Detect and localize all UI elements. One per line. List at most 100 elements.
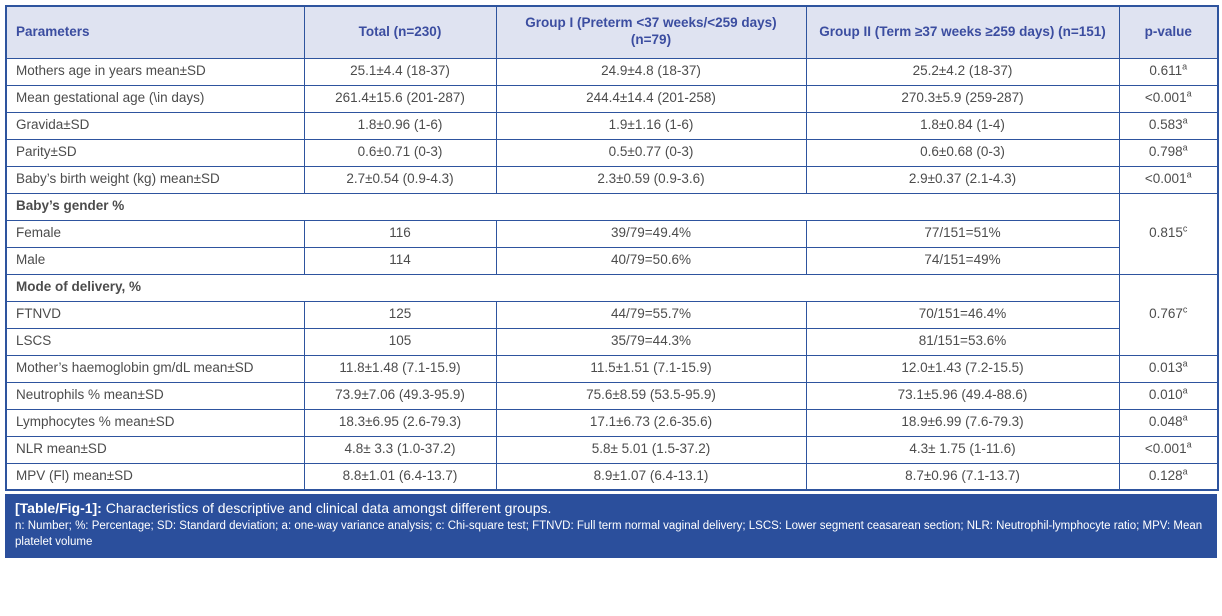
section-row: Mode of delivery, % 0.767c [5,273,1219,356]
value-cell: 44/79=55.7% [495,300,807,329]
p-value-superscript: a [1186,169,1192,180]
table-row: MPV (Fl) mean±SD 8.8±1.01 (6.4-13.7) 8.9±1… [5,462,1219,491]
value-cell: 1.8±0.84 (1-4) [805,111,1120,140]
parameter-cell: Female [5,219,305,248]
section-label: Mode of delivery, % [5,273,1120,302]
value-cell: 105 [303,327,497,356]
figure-caption-banner: [Table/Fig-1]: Characteristics of descri… [5,494,1217,559]
p-value-superscript: a [1182,61,1188,72]
value-cell: 125 [303,300,497,329]
value-cell: 11.5±1.51 (7.1-15.9) [495,354,807,383]
p-value-cell: 0.010a [1118,381,1219,410]
table-row: LSCS 105 35/79=44.3% 81/151=53.6% [5,327,1218,356]
parameter-cell: NLR mean±SD [5,435,305,464]
value-cell: 1.9±1.16 (1-6) [495,111,807,140]
p-value-superscript: a [1182,358,1188,369]
value-cell: 0.6±0.71 (0-3) [303,138,497,167]
value-cell: 116 [303,219,497,248]
value-cell: 11.8±1.48 (7.1-15.9) [303,354,497,383]
section-row: Baby’s gender % 0.815c [5,192,1219,275]
p-value-cell: <0.001a [1118,435,1219,464]
table-row: Female 116 39/79=49.4% 77/151=51% [5,219,1218,248]
table-row: Neutrophils % mean±SD 73.9±7.06 (49.3-95.… [5,381,1219,410]
value-cell: 270.3±5.9 (259-287) [805,84,1120,113]
column-header-3: Group II (Term ≥37 weeks ≥259 days) (n=1… [805,5,1120,59]
value-cell: 114 [303,246,497,275]
value-cell: 73.9±7.06 (49.3-95.9) [303,381,497,410]
table-row: Baby’s birth weight (kg) mean±SD 2.7±0.54… [5,165,1219,194]
parameter-cell: Male [5,246,305,275]
parameter-cell: Mother’s haemoglobin gm/dL mean±SD [5,354,305,383]
value-cell: 74/151=49% [805,246,1120,275]
table-row: Mothers age in years mean±SD 25.1±4.4 (18… [5,57,1219,86]
value-cell: 18.3±6.95 (2.6-79.3) [303,408,497,437]
value-cell: 5.8± 5.01 (1.5-37.2) [495,435,807,464]
value-cell: 4.3± 1.75 (1-11.6) [805,435,1120,464]
p-value-cell: 0.767c [1118,273,1219,356]
p-value-cell: 0.583a [1118,111,1219,140]
characteristics-table: Parameters Total (n=230) Group I (Preterm … [5,5,1219,491]
p-value-superscript: a [1182,115,1188,126]
p-value-cell: 0.798a [1118,138,1219,167]
value-cell: 75.6±8.59 (53.5-95.9) [495,381,807,410]
value-cell: 0.6±0.68 (0-3) [805,138,1120,167]
parameter-cell: Mothers age in years mean±SD [5,57,305,86]
value-cell: 8.7±0.96 (7.1-13.7) [805,462,1120,491]
value-cell: 261.4±15.6 (201-287) [303,84,497,113]
caption-title-label: [Table/Fig-1]: [15,500,102,516]
value-cell: 25.2±4.2 (18-37) [805,57,1120,86]
value-cell: 39/79=49.4% [495,219,807,248]
value-cell: 24.9±4.8 (18-37) [495,57,807,86]
p-value-superscript: c [1182,304,1188,315]
p-value-cell: <0.001a [1118,165,1219,194]
value-cell: 1.8±0.96 (1-6) [303,111,497,140]
parameter-cell: FTNVD [5,300,305,329]
parameter-cell: Neutrophils % mean±SD [5,381,305,410]
p-value-superscript: a [1182,412,1188,423]
parameter-cell: Parity±SD [5,138,305,167]
column-header-2: Group I (Preterm <37 weeks/<259 days) (n… [495,5,807,59]
parameter-cell: Mean gestational age (\in days) [5,84,305,113]
parameter-cell: LSCS [5,327,305,356]
value-cell: 77/151=51% [805,219,1120,248]
value-cell: 2.7±0.54 (0.9-4.3) [303,165,497,194]
p-value-superscript: a [1186,439,1192,450]
parameter-cell: Gravida±SD [5,111,305,140]
value-cell: 4.8± 3.3 (1.0-37.2) [303,435,497,464]
p-value-cell: 0.815c [1118,192,1219,275]
value-cell: 81/151=53.6% [805,327,1120,356]
parameter-cell: Lymphocytes % mean±SD [5,408,305,437]
value-cell: 25.1±4.4 (18-37) [303,57,497,86]
column-header-0: Parameters [5,5,305,59]
value-cell: 73.1±5.96 (49.4-88.6) [805,381,1120,410]
value-cell: 35/79=44.3% [495,327,807,356]
p-value-superscript: a [1182,385,1188,396]
column-header-4: p-value [1118,5,1219,59]
value-cell: 8.9±1.07 (6.4-13.1) [495,462,807,491]
table-row: Mother’s haemoglobin gm/dL mean±SD 11.8±1… [5,354,1219,383]
value-cell: 17.1±6.73 (2.6-35.6) [495,408,807,437]
caption-footnote: n: Number; %: Percentage; SD: Standard d… [15,520,1203,549]
value-cell: 40/79=50.6% [495,246,807,275]
table-row: Mean gestational age (\in days) 261.4±15.… [5,84,1219,113]
value-cell: 244.4±14.4 (201-258) [495,84,807,113]
parameter-cell: MPV (Fl) mean±SD [5,462,305,491]
table-row: NLR mean±SD 4.8± 3.3 (1.0-37.2) 5.8± 5.01 … [5,435,1219,464]
value-cell: 2.3±0.59 (0.9-3.6) [495,165,807,194]
value-cell: 8.8±1.01 (6.4-13.7) [303,462,497,491]
p-value-cell: 0.611a [1118,57,1219,86]
value-cell: 70/151=46.4% [805,300,1120,329]
value-cell: 0.5±0.77 (0-3) [495,138,807,167]
p-value-superscript: a [1182,142,1188,153]
table-row: Lymphocytes % mean±SD 18.3±6.95 (2.6-79.3… [5,408,1219,437]
p-value-cell: 0.128a [1118,462,1219,491]
table-row: Parity±SD 0.6±0.71 (0-3) 0.5±0.77 (0-3) 0.6… [5,138,1219,167]
parameter-cell: Baby’s birth weight (kg) mean±SD [5,165,305,194]
value-cell: 18.9±6.99 (7.6-79.3) [805,408,1120,437]
table-header-row: Parameters Total (n=230) Group I (Preterm … [5,5,1219,59]
caption-title-text: Characteristics of descriptive and clini… [101,500,552,516]
table-row: FTNVD 125 44/79=55.7% 70/151=46.4% [5,300,1218,329]
p-value-superscript: c [1182,223,1188,234]
p-value-superscript: a [1182,466,1188,477]
